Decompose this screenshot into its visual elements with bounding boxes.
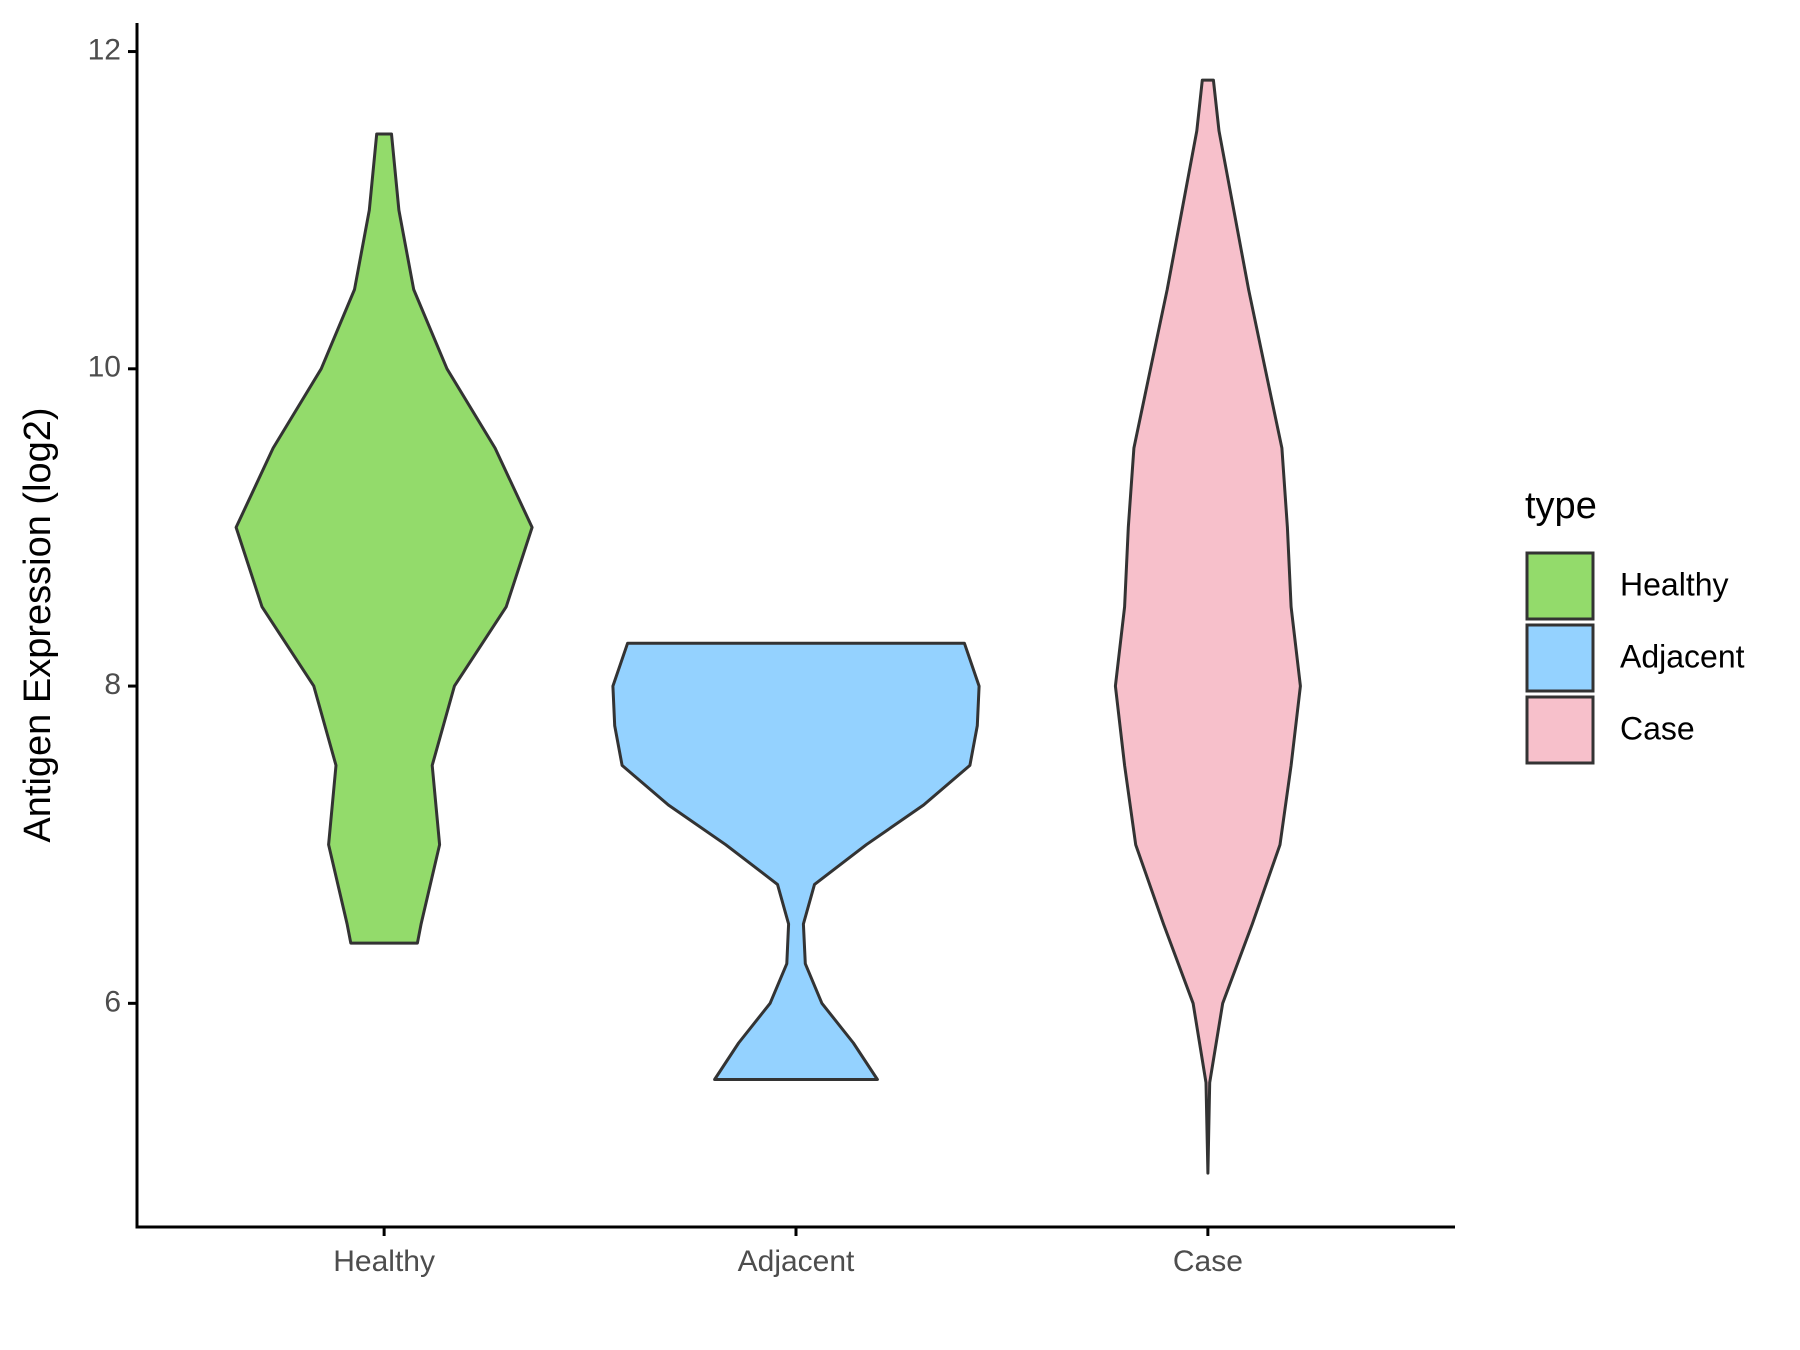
- y-tick-label: 10: [88, 351, 121, 384]
- violin: [234, 132, 534, 945]
- y-tick-label: 6: [104, 985, 121, 1018]
- legend-key: [1525, 695, 1595, 765]
- y-tick-label: 8: [104, 668, 121, 701]
- x-tick-label: Healthy: [333, 1245, 435, 1278]
- legend-key: [1525, 623, 1595, 693]
- legend-label: Healthy: [1620, 566, 1729, 602]
- violin: [1113, 78, 1302, 1175]
- legend-key: [1525, 551, 1595, 621]
- violin: [611, 641, 981, 1081]
- y-tick-label: 12: [88, 33, 121, 66]
- legend-label: Adjacent: [1620, 638, 1745, 674]
- x-tick-label: Adjacent: [738, 1245, 855, 1278]
- x-tick-label: Case: [1173, 1245, 1243, 1278]
- y-axis-title: Antigen Expression (log2): [17, 407, 59, 842]
- legend-title: type: [1525, 485, 1597, 527]
- legend-label: Case: [1620, 710, 1695, 746]
